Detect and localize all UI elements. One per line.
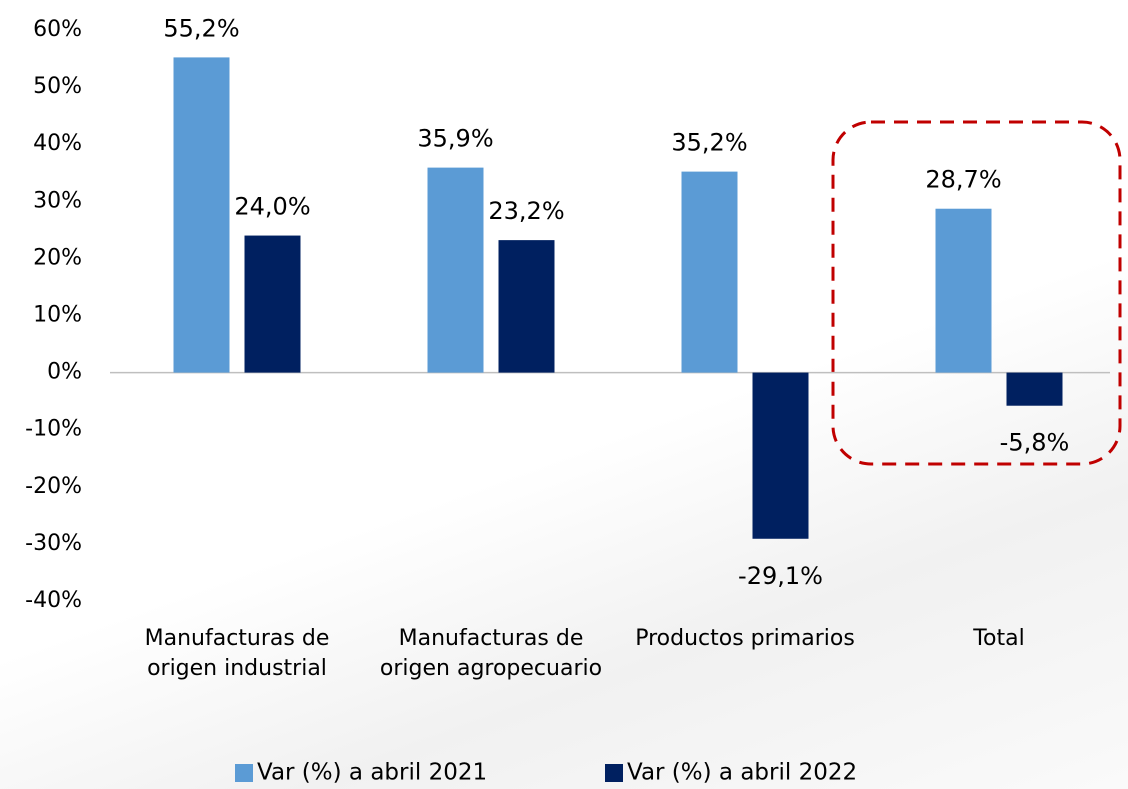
x-tick-label: Productos primarios: [635, 626, 855, 651]
bar: [173, 57, 230, 373]
highlight-box: [831, 120, 1122, 466]
y-tick-label: 30%: [33, 188, 82, 213]
x-tick-label: Total: [973, 626, 1025, 651]
legend-swatch: [235, 764, 253, 782]
bar: [935, 208, 992, 373]
y-tick-label: 40%: [33, 131, 82, 156]
legend-label: Var (%) a abril 2022: [627, 760, 857, 786]
y-tick-label: 50%: [33, 74, 82, 99]
y-tick-label: 10%: [33, 303, 82, 328]
y-tick-label: 20%: [33, 245, 82, 270]
data-label: 23,2%: [488, 197, 564, 225]
data-label: -5,8%: [1000, 429, 1070, 457]
y-tick-label: 0%: [47, 360, 82, 385]
y-tick-label: -20%: [25, 474, 82, 499]
data-label: 35,2%: [671, 129, 747, 157]
bar: [244, 235, 301, 373]
x-tick-label: Manufacturas de origen agropecuario: [379, 626, 603, 681]
bar: [1006, 372, 1063, 406]
x-tick-label: Manufacturas de origen industrial: [144, 626, 330, 681]
bar: [752, 372, 809, 539]
y-tick-label: 60%: [33, 17, 82, 42]
data-label: 24,0%: [234, 193, 310, 221]
bar: [427, 167, 484, 373]
legend-swatch: [605, 764, 623, 782]
y-tick-label: -30%: [25, 531, 82, 556]
y-tick-label: -40%: [25, 588, 82, 613]
data-label: 55,2%: [163, 14, 239, 42]
data-label: 35,9%: [417, 125, 493, 153]
data-label: 28,7%: [925, 166, 1001, 194]
legend-label: Var (%) a abril 2021: [257, 760, 487, 786]
bar: [681, 171, 738, 373]
bar: [498, 240, 555, 373]
data-label: -29,1%: [738, 562, 823, 590]
y-tick-label: -10%: [25, 417, 82, 442]
